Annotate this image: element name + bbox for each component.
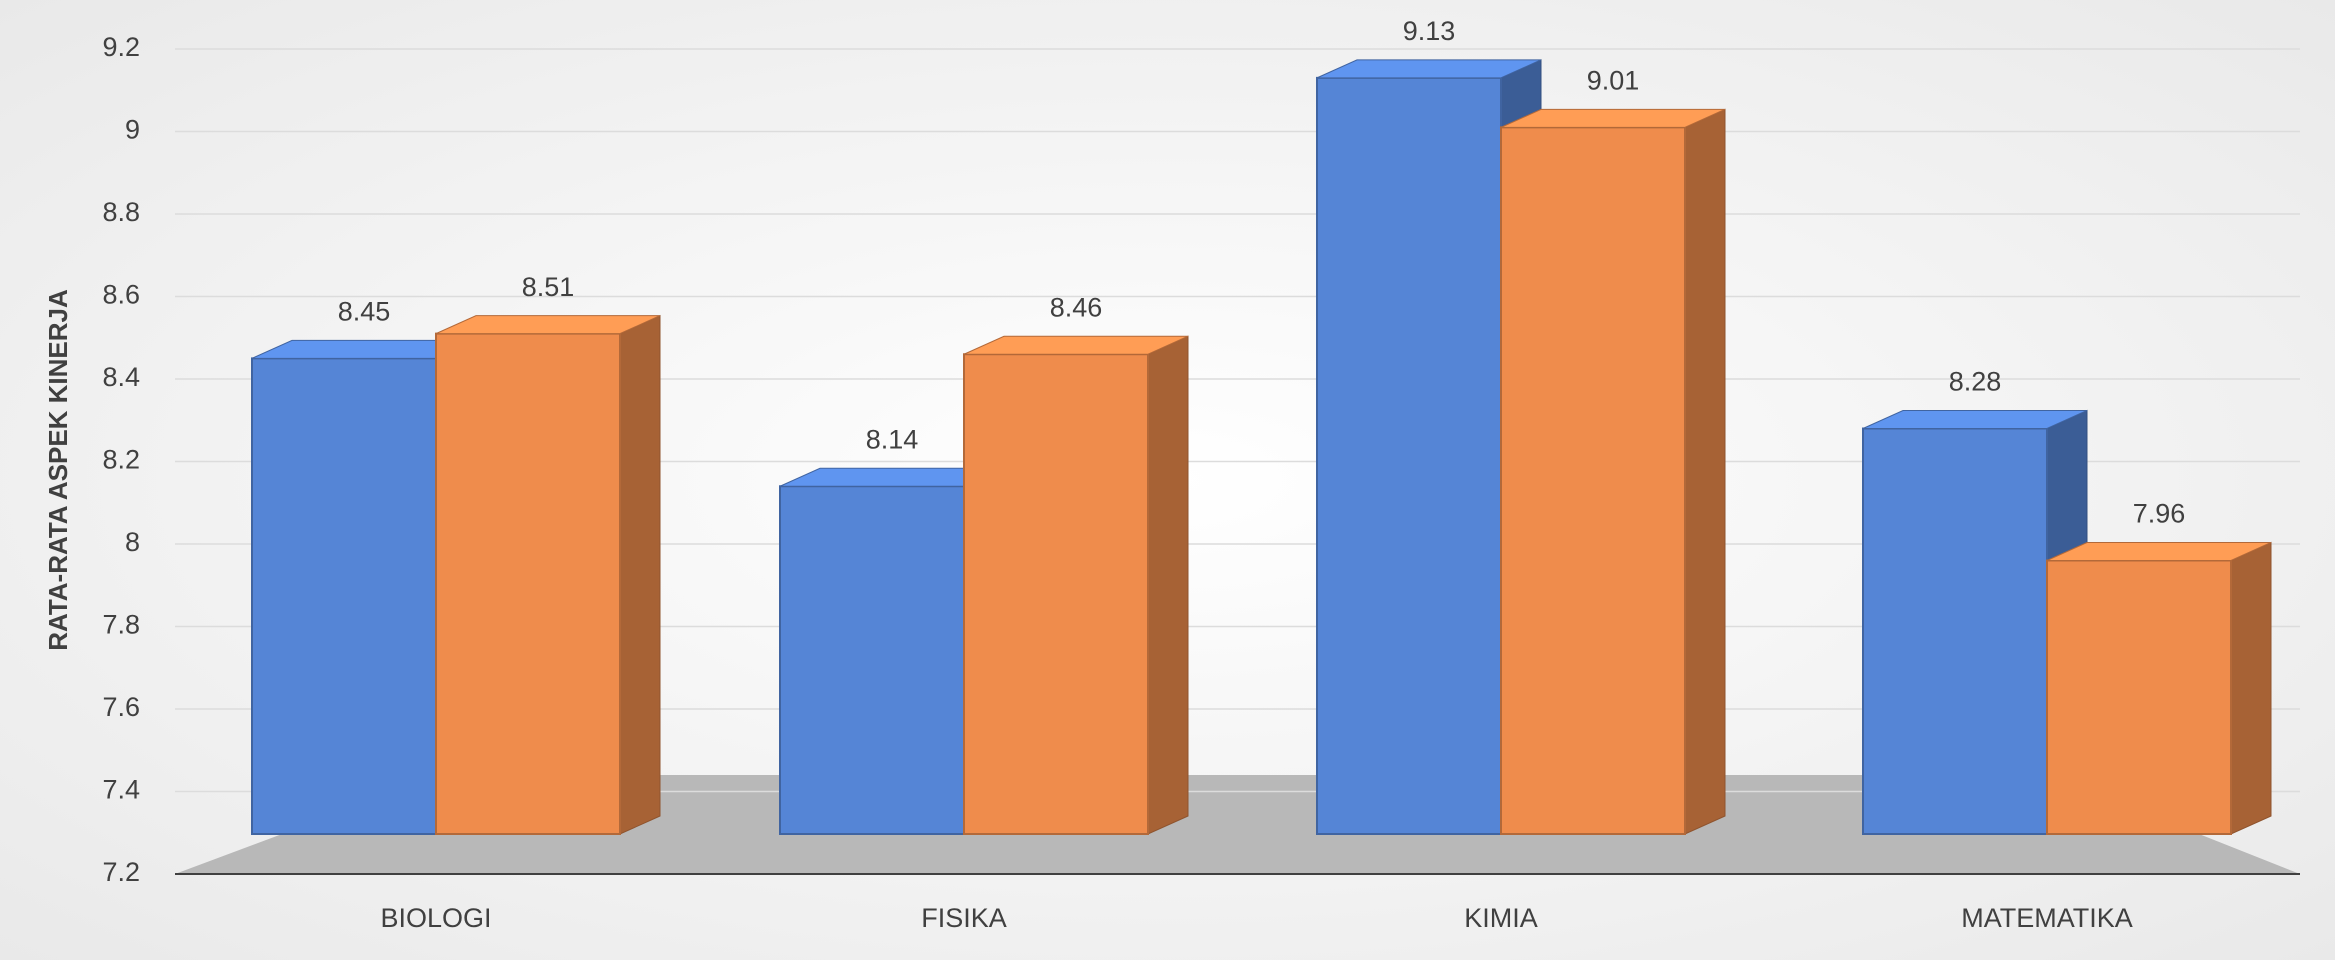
y-tick-label: 7.2 xyxy=(102,857,140,887)
value-label: 8.51 xyxy=(522,272,575,302)
bar xyxy=(2046,559,2232,835)
y-tick-label: 8.6 xyxy=(102,280,140,310)
value-label: 8.14 xyxy=(866,424,919,454)
bar-side xyxy=(1684,108,1726,835)
bar-top xyxy=(963,335,1189,355)
value-label: 7.96 xyxy=(2133,499,2186,529)
bar-top xyxy=(1316,59,1542,79)
y-tick-label: 8 xyxy=(125,527,140,557)
bar xyxy=(963,353,1149,835)
y-tick-label: 8.4 xyxy=(102,362,140,392)
value-label: 8.45 xyxy=(338,297,391,327)
value-label: 8.46 xyxy=(1050,292,1103,322)
bar-top xyxy=(2046,542,2272,561)
bar-top xyxy=(1500,108,1726,128)
bar xyxy=(251,357,437,835)
y-tick-label: 8.8 xyxy=(102,197,140,227)
bar xyxy=(779,485,965,835)
bar-group xyxy=(963,335,1189,835)
y-tick-label: 9 xyxy=(125,115,140,145)
bar xyxy=(1316,76,1502,835)
bar-group xyxy=(435,314,661,835)
value-label: 8.28 xyxy=(1949,367,2002,397)
bar xyxy=(1862,427,2048,835)
floor xyxy=(175,775,2300,874)
y-tick-label: 7.8 xyxy=(102,610,140,640)
y-tick-label: 7.6 xyxy=(102,692,140,722)
value-label: 9.13 xyxy=(1403,16,1456,46)
y-tick-label: 8.2 xyxy=(102,445,140,475)
x-tick-label: FISIKA xyxy=(921,903,1007,933)
x-tick-label: KIMIA xyxy=(1464,903,1538,933)
bar-group xyxy=(2046,541,2272,835)
bar-side xyxy=(2230,541,2272,835)
bar xyxy=(1500,126,1686,835)
bar-side xyxy=(1147,335,1189,835)
x-tick-label: MATEMATIKA xyxy=(1961,903,2133,933)
bar-group xyxy=(1500,108,1726,835)
value-label: 9.01 xyxy=(1587,66,1640,96)
bar-top xyxy=(435,315,661,335)
bar-top xyxy=(1862,410,2088,429)
y-axis-label: RATA-RATA ASPEK KINERJA xyxy=(43,289,73,651)
y-tick-label: 7.4 xyxy=(102,775,140,805)
y-tick-label: 9.2 xyxy=(102,32,140,62)
bar-side xyxy=(619,314,661,835)
bar xyxy=(435,332,621,835)
x-tick-label: BIOLOGI xyxy=(380,903,491,933)
